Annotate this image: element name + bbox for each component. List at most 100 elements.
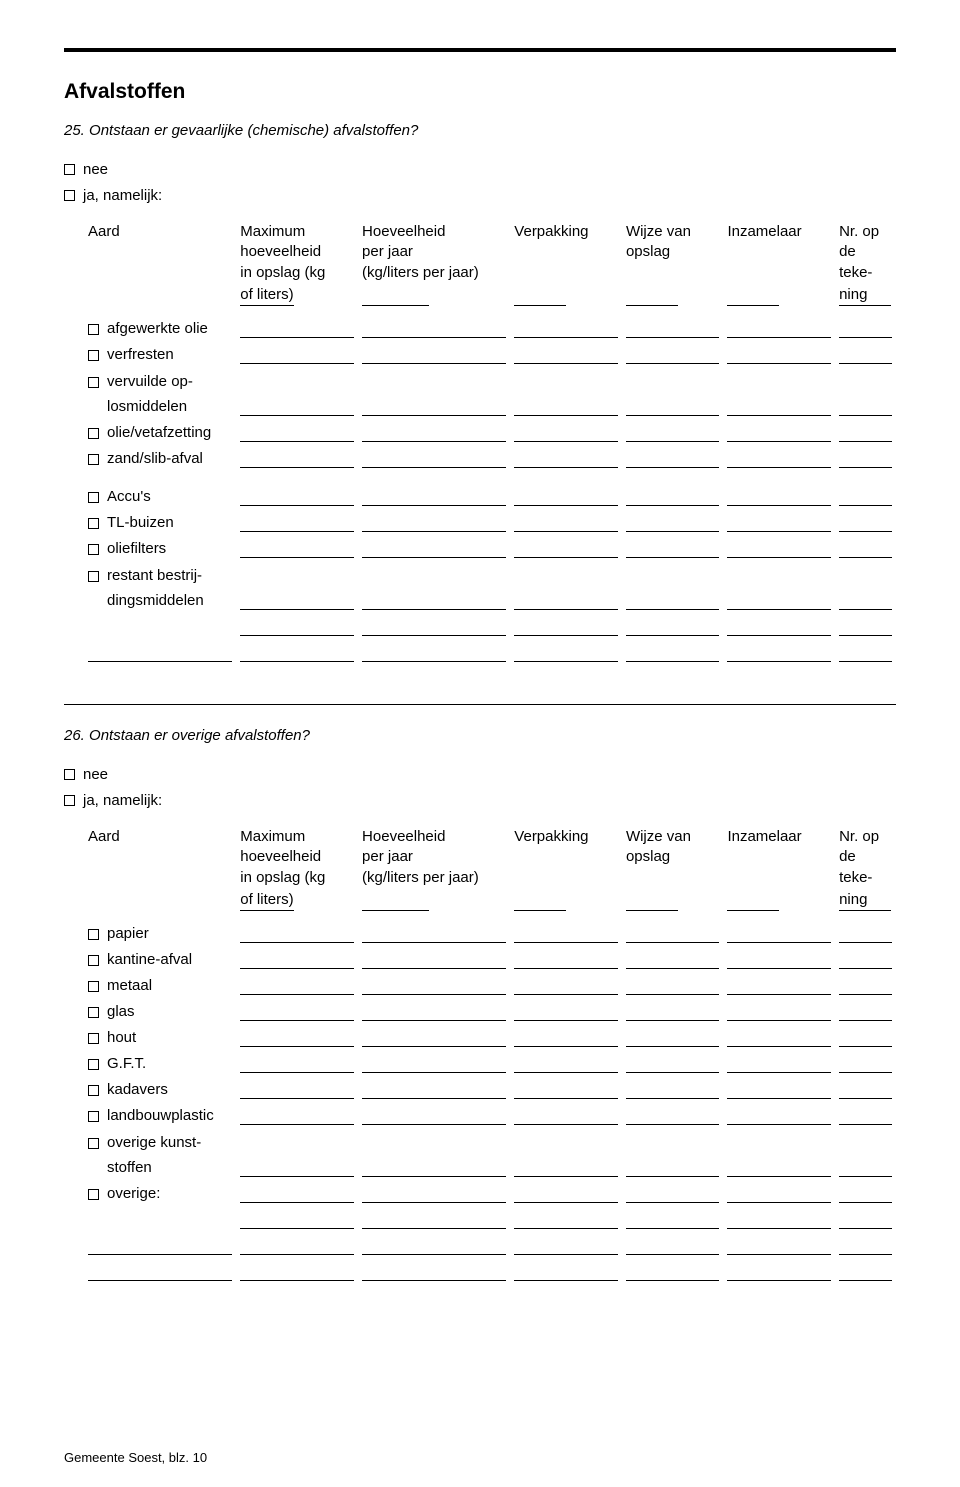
blank-cell[interactable] [723,338,835,364]
blank-cell[interactable] [510,532,622,558]
blank-cell[interactable] [236,506,358,532]
blank-cell[interactable] [835,1047,896,1073]
blank-cell[interactable] [723,1047,835,1073]
checkbox-icon[interactable] [88,324,99,335]
row-checkbox-label[interactable]: overige kunst- [88,1134,232,1151]
checkbox-icon[interactable] [88,377,99,388]
blank-cell[interactable] [236,943,358,969]
blank-cell[interactable] [622,1047,724,1073]
q25-option-nee[interactable]: nee [64,157,896,183]
blank-cell[interactable] [358,338,510,364]
blank-cell[interactable] [358,943,510,969]
blank-cell[interactable] [236,532,358,558]
blank-cell[interactable] [622,969,724,995]
blank-cell[interactable] [835,636,896,662]
blank-cell[interactable] [236,1021,358,1047]
blank-cell[interactable] [84,1229,236,1255]
blank-cell[interactable] [835,969,896,995]
blank-cell[interactable] [510,506,622,532]
blank-cell[interactable] [236,1177,358,1203]
blank-cell[interactable] [358,480,510,506]
blank-cell[interactable] [358,390,510,416]
blank-cell[interactable] [622,1073,724,1099]
blank-cell[interactable] [358,610,510,636]
blank-cell[interactable] [236,636,358,662]
blank-cell[interactable] [358,584,510,610]
row-checkbox-label[interactable]: vervuilde op- [88,373,232,390]
q26-option-ja[interactable]: ja, namelijk: [64,788,896,814]
checkbox-icon[interactable] [88,454,99,465]
checkbox-icon[interactable] [88,1007,99,1018]
blank-cell[interactable] [723,390,835,416]
blank-cell[interactable] [723,1177,835,1203]
checkbox-icon[interactable] [88,1138,99,1149]
blank-cell[interactable] [622,532,724,558]
blank-cell[interactable] [835,1073,896,1099]
blank-cell[interactable] [622,1151,724,1177]
blank-cell[interactable] [835,442,896,468]
checkbox-icon[interactable] [88,1059,99,1070]
blank-cell[interactable] [622,1021,724,1047]
blank-cell[interactable] [835,338,896,364]
blank-cell[interactable] [835,1099,896,1125]
checkbox-icon[interactable] [88,1189,99,1200]
blank-cell[interactable] [358,917,510,943]
blank-cell[interactable] [622,338,724,364]
blank-cell[interactable] [510,480,622,506]
q25-option-ja[interactable]: ja, namelijk: [64,183,896,209]
blank-cell[interactable] [723,416,835,442]
row-checkbox-label[interactable]: verfresten [88,346,232,364]
blank-cell[interactable] [358,1047,510,1073]
blank-cell[interactable] [622,917,724,943]
blank-cell[interactable] [236,1203,358,1229]
blank-cell[interactable] [622,584,724,610]
checkbox-icon[interactable] [64,190,75,201]
blank-cell[interactable] [358,995,510,1021]
row-checkbox-label[interactable]: kadavers [88,1081,232,1099]
checkbox-icon[interactable] [88,981,99,992]
blank-cell[interactable] [510,1047,622,1073]
blank-cell[interactable] [835,1021,896,1047]
blank-cell[interactable] [835,943,896,969]
blank-cell[interactable] [84,1255,236,1281]
blank-cell[interactable] [510,1229,622,1255]
blank-cell[interactable] [723,312,835,338]
blank-cell[interactable] [358,506,510,532]
blank-cell[interactable] [510,917,622,943]
blank-cell[interactable] [723,610,835,636]
blank-cell[interactable] [510,442,622,468]
blank-cell[interactable] [835,312,896,338]
checkbox-icon[interactable] [88,428,99,439]
blank-cell[interactable] [622,636,724,662]
blank-cell[interactable] [510,636,622,662]
blank-cell[interactable] [510,338,622,364]
blank-cell[interactable] [358,416,510,442]
blank-cell[interactable] [835,1151,896,1177]
checkbox-icon[interactable] [64,164,75,175]
blank-cell[interactable] [835,1177,896,1203]
blank-cell[interactable] [835,1255,896,1281]
blank-cell[interactable] [510,416,622,442]
blank-cell[interactable] [835,995,896,1021]
blank-cell[interactable] [236,917,358,943]
row-checkbox-label[interactable]: papier [88,925,232,943]
blank-cell[interactable] [835,506,896,532]
checkbox-icon[interactable] [88,1111,99,1122]
checkbox-icon[interactable] [88,492,99,503]
row-checkbox-label[interactable]: TL-buizen [88,514,232,532]
blank-cell[interactable] [723,506,835,532]
blank-cell[interactable] [236,1229,358,1255]
blank-cell[interactable] [723,1203,835,1229]
blank-cell[interactable] [622,506,724,532]
blank-cell[interactable] [622,416,724,442]
blank-cell[interactable] [835,917,896,943]
blank-cell[interactable] [723,995,835,1021]
row-checkbox-label[interactable]: oliefilters [88,540,232,558]
blank-cell[interactable] [622,610,724,636]
blank-cell[interactable] [723,969,835,995]
blank-cell[interactable] [358,442,510,468]
blank-cell[interactable] [510,584,622,610]
row-checkbox-label[interactable]: afgewerkte olie [88,320,232,338]
blank-cell[interactable] [510,1255,622,1281]
blank-cell[interactable] [510,610,622,636]
